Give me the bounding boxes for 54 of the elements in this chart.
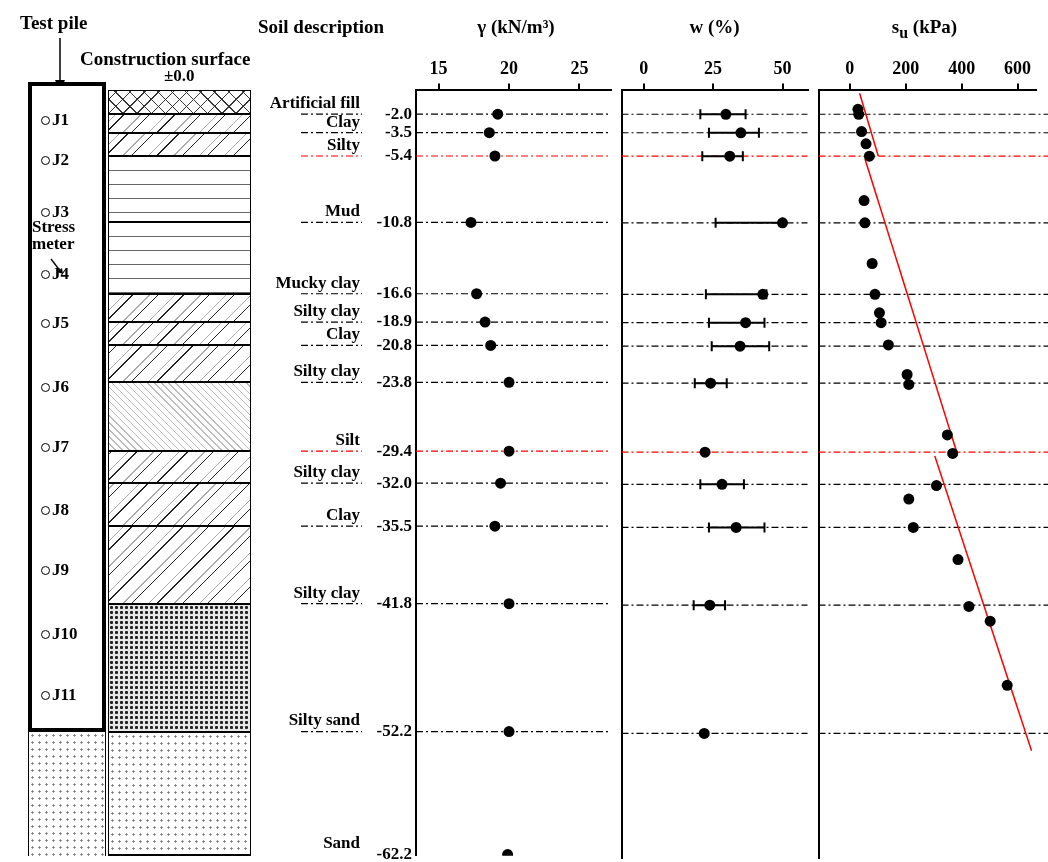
text: Silty clay — [293, 462, 361, 482]
x-tick-label: 0 — [639, 58, 649, 79]
y-axis-title: Soil description — [258, 16, 385, 38]
y-tick-label: -35.5 — [376, 515, 412, 535]
y-tick-label: -5.4 — [385, 145, 413, 165]
text: Test pile — [20, 12, 88, 34]
text: Silty clay — [293, 361, 361, 381]
text: J2 — [52, 150, 69, 170]
x-tick-label: 50 — [773, 58, 792, 79]
text: J1 — [52, 110, 69, 130]
text: J6 — [52, 377, 69, 397]
text: J7 — [52, 437, 69, 457]
text: Artificial fill — [269, 93, 361, 113]
text: Mud — [325, 201, 361, 221]
y-tick-label: -10.8 — [376, 211, 412, 231]
text: Silty clay — [293, 582, 361, 602]
y-tick-label: -62.2 — [376, 843, 412, 862]
text: Sand — [323, 833, 361, 853]
x-tick-label: 200 — [892, 58, 920, 79]
text: Silty — [326, 134, 361, 154]
x-tick-label: 25 — [704, 58, 723, 79]
x-axis-title: w (%) — [688, 16, 741, 38]
y-tick-label: -3.5 — [385, 122, 412, 142]
text: Clay — [326, 505, 361, 525]
y-tick-label: -32.0 — [376, 472, 412, 492]
text: Stress meter — [32, 217, 94, 253]
x-tick-label: 600 — [1004, 58, 1032, 79]
text: J5 — [52, 313, 69, 333]
text: Silty sand — [288, 710, 361, 730]
y-tick-label: -16.6 — [376, 283, 412, 303]
y-tick-label: -29.4 — [376, 440, 413, 460]
text: Silty clay — [293, 300, 361, 320]
y-tick-label: -18.9 — [376, 311, 412, 331]
text: Mucky clay — [275, 272, 361, 292]
text: J8 — [52, 500, 69, 520]
text: J11 — [52, 685, 77, 705]
text: Clay — [326, 324, 361, 344]
y-tick-label: -41.8 — [376, 593, 412, 613]
text: Clay — [326, 111, 361, 131]
text: J9 — [52, 560, 69, 580]
x-tick-label: 20 — [500, 58, 519, 79]
x-tick-label: 15 — [429, 58, 448, 79]
x-axis-title: γ (kN/m³) — [476, 16, 556, 38]
x-axis-title: s$_{u}$ (kPa) — [890, 16, 959, 42]
text: Silt — [335, 430, 361, 450]
text: J10 — [52, 624, 78, 644]
x-tick-label: 400 — [948, 58, 976, 79]
x-tick-label: 0 — [845, 58, 855, 79]
y-tick-label: -20.8 — [376, 334, 412, 354]
x-tick-label: 25 — [570, 58, 589, 79]
y-tick-label: -23.8 — [376, 371, 412, 391]
y-tick-label: -52.2 — [376, 720, 412, 740]
y-tick-label: -2.0 — [385, 103, 412, 123]
text: J4 — [52, 264, 69, 284]
